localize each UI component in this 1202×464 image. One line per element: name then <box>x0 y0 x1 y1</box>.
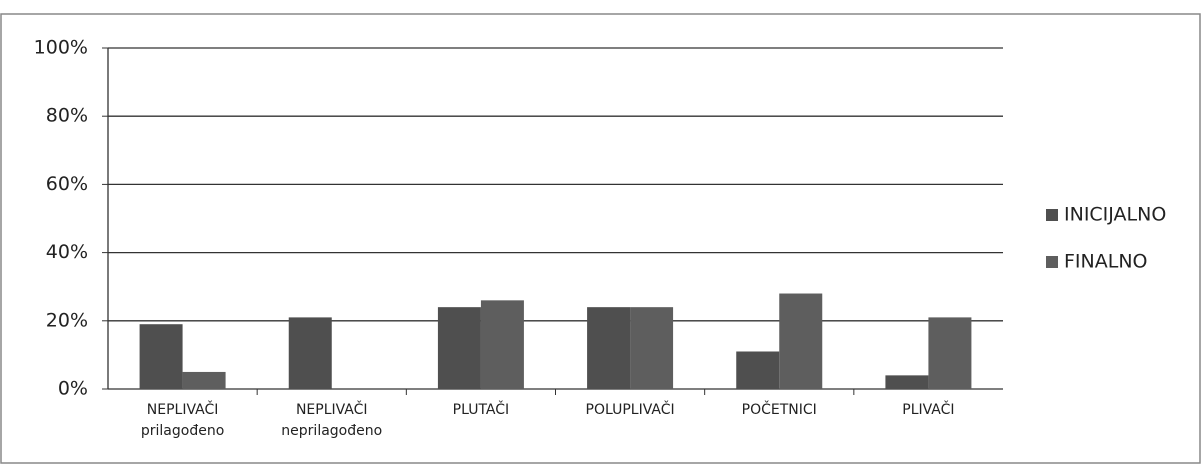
legend-label: INICIJALNO <box>1064 204 1166 226</box>
chart-frame <box>0 13 1201 464</box>
x-tick-label: PLIVAČI <box>902 402 955 418</box>
x-tick-label: POČETNICI <box>741 402 817 418</box>
legend-swatch <box>1046 209 1058 221</box>
bar <box>182 371 226 389</box>
y-tick-label: 0% <box>58 378 88 400</box>
y-tick-label: 20% <box>46 309 88 331</box>
y-tick-label: 60% <box>46 173 88 195</box>
legend-swatch <box>1046 256 1058 268</box>
bar <box>885 375 929 389</box>
legend-label: FINALNO <box>1064 251 1148 273</box>
bar <box>587 307 631 389</box>
bar <box>630 307 674 389</box>
x-tick-label: NEPLIVAČI prilagođeno <box>140 402 225 439</box>
bar <box>779 293 823 389</box>
y-tick-label: 80% <box>46 105 88 127</box>
bar <box>928 317 972 389</box>
x-tick-label: PLUTAČI <box>452 402 510 418</box>
bar <box>736 351 780 389</box>
x-tick-label: POLUPLIVAČI <box>585 402 675 418</box>
bar <box>288 317 332 389</box>
y-tick-label: 40% <box>46 241 88 263</box>
bar <box>480 300 524 389</box>
bar <box>437 307 481 389</box>
y-tick-label: 100% <box>34 37 88 59</box>
x-tick-label: NEPLIVAČI neprilagođeno <box>281 402 383 439</box>
bar <box>139 324 183 389</box>
